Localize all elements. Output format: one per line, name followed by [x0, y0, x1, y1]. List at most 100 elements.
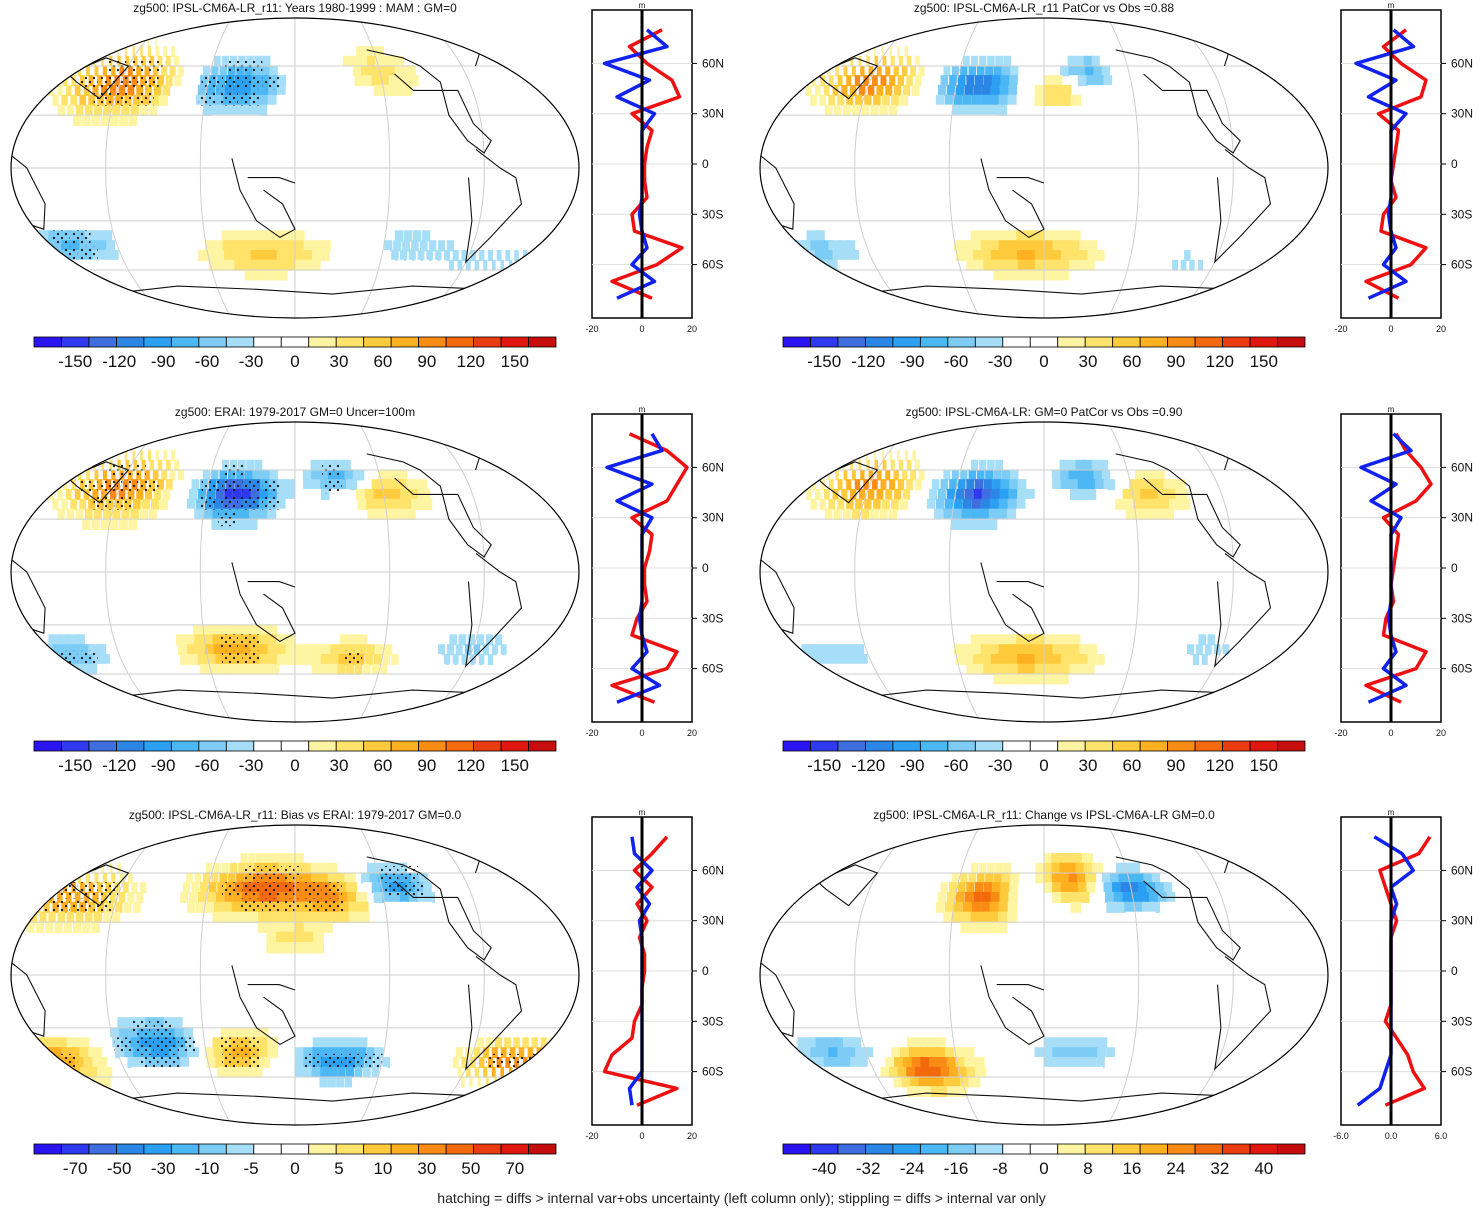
field-cell [1105, 891, 1117, 903]
field-cell [979, 634, 991, 646]
field-cell [153, 1007, 166, 1019]
field-cell [1025, 891, 1036, 903]
field-cell [329, 488, 341, 500]
field-cell [61, 469, 65, 481]
field-cell [39, 654, 56, 666]
field-cell [302, 862, 313, 874]
profile-lat-label: 30S [1451, 207, 1472, 221]
field-cell [906, 55, 912, 67]
field-cell [998, 901, 1009, 913]
field-cell [356, 488, 368, 500]
field-cell [328, 1066, 338, 1078]
field-cell [1219, 654, 1225, 666]
colorbar-box [837, 336, 866, 348]
field-cell [102, 872, 107, 884]
colorbar-box [390, 336, 420, 348]
profile-x-label: 6.0 [1435, 1131, 1448, 1141]
field-cell [1016, 240, 1028, 252]
colorbar-label: 90 [417, 352, 436, 371]
field-cell [66, 1037, 81, 1049]
stipple-patch [198, 91, 217, 106]
field-cell [189, 488, 198, 500]
field-cell [268, 891, 278, 903]
field-cell [1103, 75, 1116, 87]
field-cell [172, 1007, 184, 1019]
colorbar-box [837, 1143, 866, 1155]
profile-x-label: 0 [639, 1131, 644, 1141]
field-cell [1026, 479, 1036, 491]
field-cell [330, 1037, 341, 1049]
field-cell [54, 479, 59, 491]
colorbar-box [143, 336, 172, 348]
field-cell [974, 75, 984, 87]
field-cell [531, 1057, 536, 1069]
field-cell [1025, 240, 1036, 252]
graticule-meridian [421, 18, 485, 318]
field-cell [953, 94, 963, 106]
field-cell [250, 488, 260, 500]
profile-x-label: 20 [1436, 324, 1446, 334]
field-cell [246, 459, 255, 471]
field-cell [266, 921, 278, 933]
field-cell [1061, 634, 1072, 646]
field-cell [861, 104, 870, 116]
field-cell [285, 75, 296, 87]
field-cell [39, 891, 45, 903]
field-cell [474, 1066, 479, 1078]
field-cell [876, 84, 884, 96]
field-cell [402, 65, 416, 77]
field-cell [200, 663, 213, 675]
field-cell [926, 1047, 940, 1059]
field-cell [130, 508, 139, 520]
field-cell [74, 891, 81, 903]
field-cell [893, 1076, 908, 1088]
field-cell [473, 1047, 481, 1059]
field-cell [320, 84, 332, 96]
field-cell [92, 654, 107, 666]
field-cell [285, 498, 296, 510]
field-cell [230, 862, 238, 874]
field-cell [1034, 634, 1045, 646]
field-cell [88, 259, 105, 271]
field-cell [828, 240, 843, 252]
field-cell [943, 911, 953, 923]
field-cell [1001, 872, 1011, 884]
field-cell [1184, 654, 1191, 666]
profile-lat-label: 30S [702, 207, 723, 221]
field-cell [1168, 269, 1174, 281]
field-cell [163, 450, 167, 461]
colorbar-label: 16 [1122, 1159, 1141, 1178]
field-cell [397, 75, 410, 87]
colorbar-box [418, 740, 447, 752]
field-cell [1137, 479, 1151, 491]
field-cell [168, 1047, 182, 1059]
field-cell [112, 230, 126, 242]
colorbar-label: 0 [1039, 1159, 1048, 1178]
field-cell [841, 84, 848, 96]
field-cell [1070, 1047, 1080, 1059]
field-cell [215, 250, 228, 262]
field-cell [955, 1057, 968, 1069]
field-cell [558, 1037, 565, 1049]
field-cell [159, 94, 169, 106]
field-cell [854, 663, 870, 675]
field-cell [263, 853, 272, 864]
field-cell [479, 654, 485, 666]
field-cell [858, 1057, 874, 1069]
field-cell [267, 230, 278, 242]
field-cell [411, 240, 419, 252]
field-cell [119, 518, 128, 530]
field-cell [914, 459, 920, 471]
field-cell [829, 663, 845, 675]
field-cell [349, 911, 361, 923]
profile-lat-label: 30N [1451, 914, 1473, 928]
field-cell [57, 508, 65, 520]
field-cell [303, 479, 314, 491]
field-cell [531, 1037, 538, 1049]
field-cell [973, 84, 982, 96]
colorbar-box [33, 1143, 62, 1155]
field-cell [402, 240, 410, 252]
field-cell [1011, 459, 1020, 471]
stipple-patch [99, 479, 118, 494]
colorbar-box [170, 1143, 200, 1155]
